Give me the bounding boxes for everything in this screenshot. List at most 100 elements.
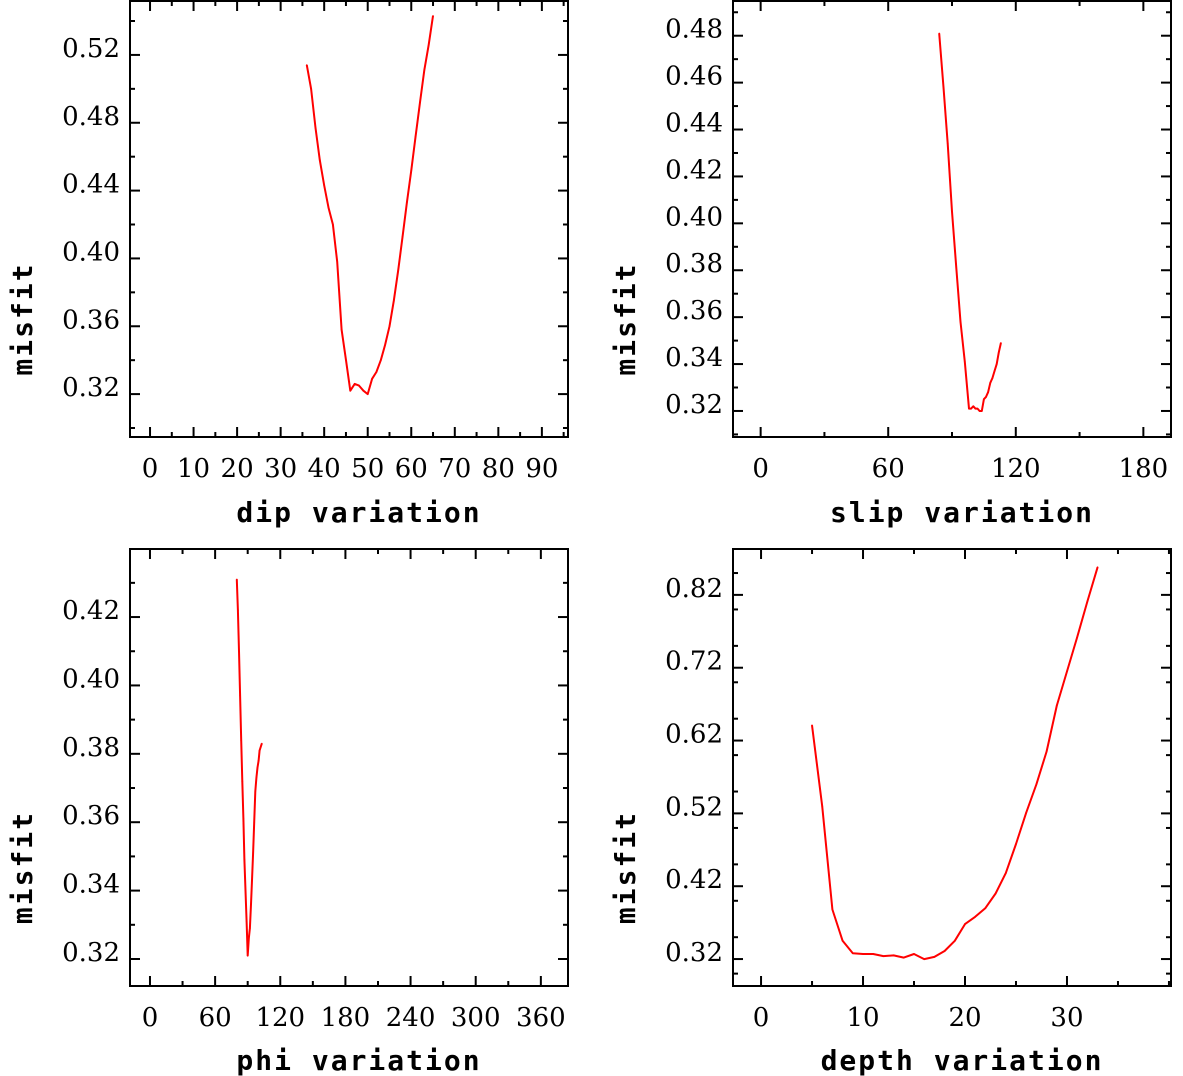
depth-y-tick-label: 0.52 xyxy=(665,792,723,822)
depth-y-axis-label: misfit xyxy=(609,811,642,924)
slip-data-point xyxy=(980,410,983,412)
dip-plot-frame xyxy=(129,0,569,438)
depth-y-tick-label: 0.32 xyxy=(665,938,723,968)
dip-y-tick-label: 0.32 xyxy=(62,373,120,403)
depth-data-point xyxy=(923,958,926,960)
slip-data-point xyxy=(970,407,972,410)
slip-y-tick-label: 0.40 xyxy=(665,202,723,232)
dip-y-tick-label: 0.48 xyxy=(62,102,120,132)
slip-data-point xyxy=(997,351,1000,354)
phi-data-point xyxy=(244,889,247,892)
phi-y-axis-label: misfit xyxy=(6,811,39,924)
slip-x-tick-label: 0 xyxy=(752,454,769,484)
phi-data-point xyxy=(243,859,246,861)
phi-data-point xyxy=(258,749,261,752)
dip-x-tick-label: 70 xyxy=(438,454,471,484)
phi-x-tick-label: 240 xyxy=(386,1003,436,1033)
depth-data-point xyxy=(943,950,946,952)
dip-data-point xyxy=(414,135,417,138)
dip-data-point xyxy=(410,169,413,172)
phi-data-point xyxy=(242,817,245,820)
slip-data-point xyxy=(993,370,996,372)
depth-misfit-line xyxy=(811,566,1099,961)
dip-x-tick-label: 50 xyxy=(351,454,384,484)
depth-data-point xyxy=(964,923,966,925)
dip-data-point xyxy=(314,127,317,129)
dip-misfit-line xyxy=(305,15,434,396)
slip-x-tick-label: 60 xyxy=(872,454,905,484)
depth-y-tick-label: 0.42 xyxy=(665,865,723,895)
depth-data-point xyxy=(1055,704,1058,707)
dip-y-tick-label: 0.44 xyxy=(62,170,120,200)
dip-data-point xyxy=(305,64,308,66)
slip-data-point xyxy=(955,267,958,269)
depth-data-point xyxy=(811,724,813,727)
slip-x-tick-label: 180 xyxy=(1119,454,1169,484)
dip-data-point xyxy=(384,344,386,346)
dip-data-point xyxy=(401,235,404,238)
dip-x-tick-label: 0 xyxy=(142,454,159,484)
dip-data-point xyxy=(332,223,334,226)
slip-data-point xyxy=(985,396,987,398)
slip-data-point xyxy=(974,407,977,410)
depth-data-point xyxy=(852,952,854,955)
dip-x-tick-label: 10 xyxy=(177,454,210,484)
dip-data-point xyxy=(327,206,330,209)
dip-data-point xyxy=(419,101,421,104)
slip-data-point xyxy=(972,405,975,408)
dip-data-point xyxy=(388,325,391,328)
dip-data-point xyxy=(397,269,399,272)
slip-x-tick-label: 120 xyxy=(991,454,1041,484)
dip-data-point xyxy=(358,384,360,387)
dip-data-point xyxy=(319,159,321,161)
phi-y-tick-label: 0.36 xyxy=(62,801,120,831)
dip-data-point xyxy=(423,69,426,71)
depth-y-tick-label: 0.62 xyxy=(665,720,723,750)
slip-y-tick-label: 0.44 xyxy=(665,109,723,139)
phi-data-point xyxy=(238,650,240,653)
phi-data-point xyxy=(254,790,257,793)
depth-data-point xyxy=(1025,811,1027,814)
phi-data-point xyxy=(253,821,256,824)
dip-data-point xyxy=(427,43,430,46)
slip-y-axis-label: misfit xyxy=(609,262,642,375)
dip-y-tick-label: 0.36 xyxy=(62,305,120,335)
dip-panel: 0 10 20 30 40 50 60 70 80 90 0.32 0.36 0.40 0.44 0.48 0… xyxy=(6,0,569,529)
dip-x-tick-label: 80 xyxy=(482,454,515,484)
dip-x-tick-label: 20 xyxy=(221,454,254,484)
slip-data-point xyxy=(946,142,949,145)
depth-data-point xyxy=(994,892,997,895)
phi-data-point xyxy=(239,694,241,697)
phi-data-point xyxy=(241,780,244,782)
depth-data-point xyxy=(1096,566,1099,569)
depth-data-point xyxy=(1015,843,1017,845)
phi-panel: 0 60 120 180 240 300 360 0.32 0.34 0.36 0.38 0.40 0.… xyxy=(6,548,569,1076)
slip-x-axis-label: slip variation xyxy=(830,496,1094,529)
slip-data-point xyxy=(991,377,994,379)
slip-data-point xyxy=(976,407,979,410)
depth-data-point xyxy=(1004,872,1007,874)
dip-y-axis-label: misfit xyxy=(6,262,39,375)
depth-data-point xyxy=(1086,600,1089,603)
depth-data-point xyxy=(903,956,905,959)
slip-y-tick-label: 0.34 xyxy=(665,343,723,373)
phi-data-point xyxy=(237,609,239,612)
dip-data-point xyxy=(393,300,395,302)
dip-data-point xyxy=(432,15,434,17)
phi-data-point xyxy=(245,920,248,923)
depth-x-axis-label: depth variation xyxy=(821,1044,1104,1076)
dip-x-tick-label: 40 xyxy=(308,454,341,484)
depth-data-point xyxy=(821,805,824,807)
phi-plot-frame xyxy=(129,548,569,987)
dip-data-point xyxy=(371,378,373,380)
phi-x-axis-label: phi variation xyxy=(236,1044,481,1076)
slip-y-tick-label: 0.46 xyxy=(665,62,723,92)
depth-data-point xyxy=(974,916,977,918)
depth-x-tick-label: 0 xyxy=(753,1003,770,1033)
phi-data-point xyxy=(249,927,251,930)
depth-y-tick-label: 0.82 xyxy=(665,574,723,604)
depth-x-tick-label: 10 xyxy=(846,1003,879,1033)
slip-misfit-line xyxy=(938,33,1002,412)
phi-data-point xyxy=(257,759,260,762)
depth-data-point xyxy=(872,953,875,955)
